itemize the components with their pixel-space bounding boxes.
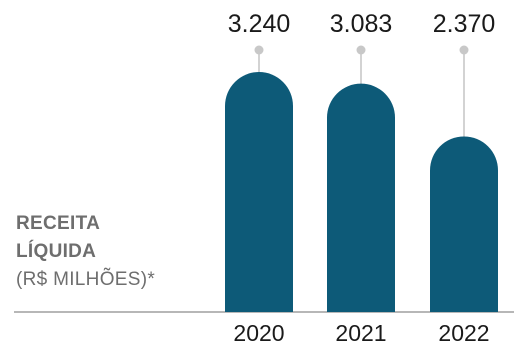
chart-title-line-1: RECEITA	[16, 213, 101, 234]
bar	[430, 136, 498, 312]
value-stem-dot	[254, 45, 264, 55]
value-stem-dot	[459, 45, 469, 55]
bar	[327, 83, 395, 312]
value-stem-dot	[356, 45, 366, 55]
x-tick-label: 2021	[335, 320, 386, 346]
x-tick-label: 2020	[233, 320, 284, 346]
chart-title-line-2: LÍQUIDA	[16, 241, 97, 262]
value-label: 2.370	[433, 10, 496, 38]
bar	[225, 72, 293, 312]
x-tick-label: 2022	[438, 320, 489, 346]
value-label: 3.083	[330, 10, 393, 38]
value-label: 3.240	[228, 10, 291, 38]
chart-subtitle: (R$ MILHÕES)*	[16, 269, 156, 290]
